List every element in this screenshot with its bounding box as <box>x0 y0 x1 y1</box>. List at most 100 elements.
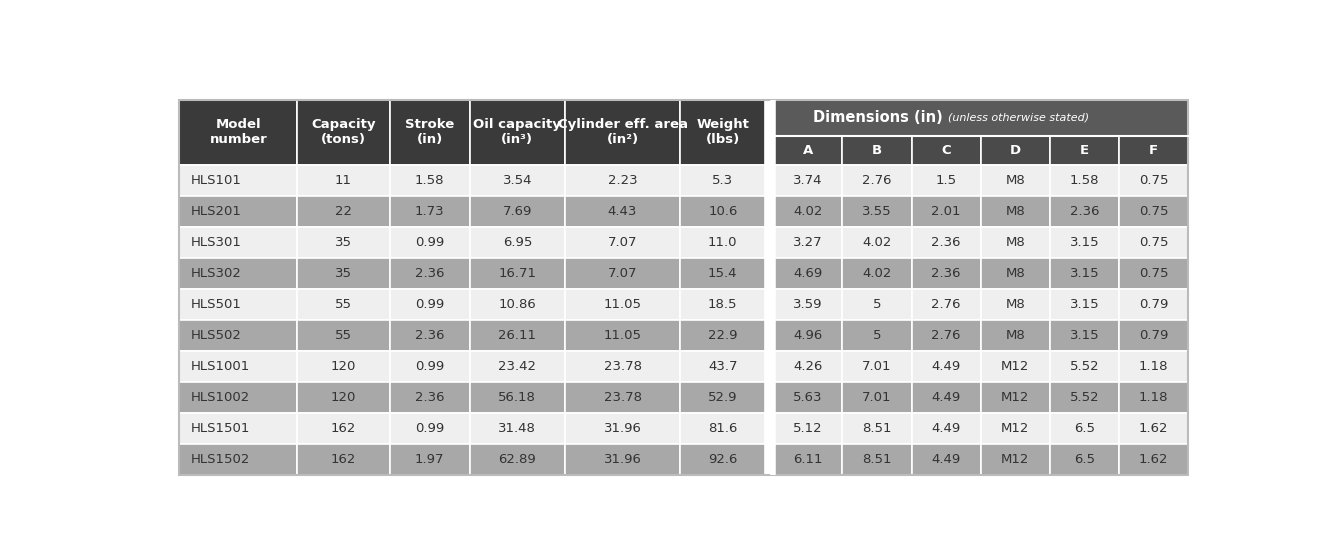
Text: E: E <box>1081 144 1089 157</box>
Text: 2.36: 2.36 <box>931 236 960 249</box>
Bar <box>564 320 680 351</box>
Bar <box>911 382 980 413</box>
Bar <box>843 289 911 320</box>
Bar <box>390 100 470 165</box>
Text: (unless otherwise stated): (unless otherwise stated) <box>947 112 1089 123</box>
Text: 1.58: 1.58 <box>1070 174 1099 187</box>
Bar <box>564 227 680 258</box>
Text: 2.76: 2.76 <box>862 174 892 187</box>
Text: HLS201: HLS201 <box>191 205 241 218</box>
Text: 0.99: 0.99 <box>415 360 444 373</box>
Bar <box>843 382 911 413</box>
Bar <box>179 100 1189 475</box>
Text: 1.5: 1.5 <box>935 174 956 187</box>
Bar <box>390 196 470 227</box>
Text: 5.12: 5.12 <box>794 422 823 435</box>
Text: 3.59: 3.59 <box>794 298 823 311</box>
Text: 7.01: 7.01 <box>862 391 892 404</box>
Bar <box>1119 351 1189 382</box>
Bar <box>843 165 911 196</box>
Text: 1.18: 1.18 <box>1139 391 1169 404</box>
Bar <box>680 351 766 382</box>
Text: 35: 35 <box>335 267 352 280</box>
Text: 0.79: 0.79 <box>1139 298 1169 311</box>
Bar <box>1050 165 1119 196</box>
Text: 52.9: 52.9 <box>708 391 738 404</box>
Text: 0.75: 0.75 <box>1139 205 1169 218</box>
Bar <box>980 382 1050 413</box>
Text: M12: M12 <box>1000 422 1030 435</box>
Bar <box>911 136 980 165</box>
Text: 120: 120 <box>331 391 356 404</box>
Text: HLS302: HLS302 <box>191 267 241 280</box>
Text: 15.4: 15.4 <box>708 267 738 280</box>
Bar <box>843 320 911 351</box>
Text: 4.49: 4.49 <box>931 422 960 435</box>
Bar <box>911 196 980 227</box>
Bar <box>470 165 564 196</box>
Text: 43.7: 43.7 <box>708 360 738 373</box>
Bar <box>564 289 680 320</box>
Bar <box>470 320 564 351</box>
Bar <box>470 227 564 258</box>
Text: 1.62: 1.62 <box>1139 422 1169 435</box>
Bar <box>774 289 843 320</box>
Text: Weight
(lbs): Weight (lbs) <box>696 118 750 146</box>
Bar <box>297 196 390 227</box>
Bar <box>774 100 1189 136</box>
Bar <box>774 258 843 289</box>
Text: 7.07: 7.07 <box>608 236 638 249</box>
Bar <box>980 196 1050 227</box>
Text: Oil capacity
(in³): Oil capacity (in³) <box>474 118 562 146</box>
Bar <box>843 227 911 258</box>
Text: 162: 162 <box>331 422 356 435</box>
Text: 92.6: 92.6 <box>708 453 738 466</box>
Bar <box>1050 258 1119 289</box>
Text: 11.0: 11.0 <box>708 236 738 249</box>
Bar <box>179 165 297 196</box>
Bar <box>179 289 297 320</box>
Bar <box>843 258 911 289</box>
Bar <box>470 351 564 382</box>
Bar <box>911 413 980 444</box>
Text: 4.49: 4.49 <box>931 453 960 466</box>
Text: 0.75: 0.75 <box>1139 267 1169 280</box>
Text: 55: 55 <box>335 329 352 342</box>
Bar <box>179 227 297 258</box>
Text: HLS1501: HLS1501 <box>191 422 251 435</box>
Text: 0.79: 0.79 <box>1139 329 1169 342</box>
Text: 5: 5 <box>872 298 882 311</box>
Bar <box>911 351 980 382</box>
Text: 6.11: 6.11 <box>794 453 823 466</box>
Bar <box>680 227 766 258</box>
Bar <box>179 351 297 382</box>
Text: HLS101: HLS101 <box>191 174 241 187</box>
Text: 1.73: 1.73 <box>415 205 444 218</box>
Text: 56.18: 56.18 <box>499 391 536 404</box>
Text: 4.02: 4.02 <box>862 267 891 280</box>
Bar <box>390 165 470 196</box>
Text: 8.51: 8.51 <box>862 422 892 435</box>
Bar <box>297 444 390 475</box>
Text: 6.5: 6.5 <box>1074 453 1095 466</box>
Text: M8: M8 <box>1006 205 1026 218</box>
Text: 4.02: 4.02 <box>862 236 891 249</box>
Bar <box>297 382 390 413</box>
Text: 26.11: 26.11 <box>499 329 536 342</box>
Bar <box>980 258 1050 289</box>
Bar <box>390 413 470 444</box>
Text: 31.96: 31.96 <box>603 453 642 466</box>
Text: HLS1002: HLS1002 <box>191 391 251 404</box>
Text: Capacity
(tons): Capacity (tons) <box>311 118 376 146</box>
Text: 2.23: 2.23 <box>608 174 638 187</box>
Bar <box>1050 136 1119 165</box>
Bar <box>179 413 297 444</box>
Bar <box>1050 227 1119 258</box>
Bar <box>980 136 1050 165</box>
Text: HLS502: HLS502 <box>191 329 241 342</box>
Bar <box>774 382 843 413</box>
Text: C: C <box>942 144 951 157</box>
Text: 2.36: 2.36 <box>1070 205 1099 218</box>
Bar <box>680 100 766 165</box>
Bar <box>1119 444 1189 475</box>
